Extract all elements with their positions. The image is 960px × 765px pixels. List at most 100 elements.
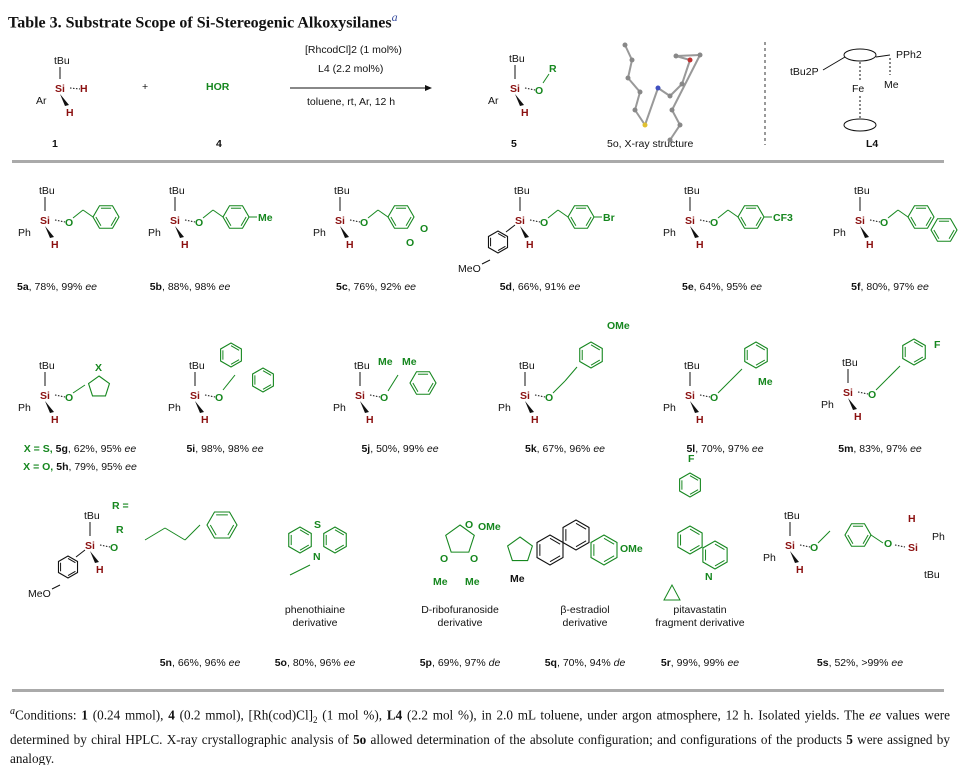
- selectivity-value: 97%: [893, 281, 915, 293]
- selectivity-type: ee: [343, 657, 356, 669]
- silicon-label: Si: [40, 215, 50, 227]
- bond: [689, 475, 699, 481]
- xray-atom: [673, 53, 679, 59]
- compound-id: 5l: [686, 443, 696, 455]
- plus-sign: +: [142, 81, 149, 93]
- yield-value: 62%: [73, 443, 95, 455]
- methyl-label: Me: [884, 79, 899, 91]
- bond: [869, 219, 881, 223]
- silicon-label: Si: [685, 215, 695, 227]
- silicon-label: Si: [855, 215, 865, 227]
- wedge-bond: [848, 398, 857, 410]
- bond: [412, 382, 419, 393]
- selectivity-value: 94%: [589, 657, 611, 669]
- bond: [875, 54, 891, 58]
- benzene-ring: [220, 342, 242, 368]
- footnote-text: values were determined by chiral HPLC. X…: [10, 707, 951, 748]
- compound-caption: 5s, 52%, >99% ee: [816, 657, 904, 669]
- bond: [204, 394, 216, 398]
- bond: [227, 524, 235, 536]
- bond: [575, 540, 587, 548]
- ligand-label: L4: [866, 138, 879, 150]
- bond: [497, 245, 506, 252]
- bond: [547, 209, 559, 219]
- tbu-label: tBu: [854, 185, 870, 197]
- hydrogen-label: H: [51, 414, 59, 426]
- bond: [675, 54, 701, 57]
- wedge-bond: [690, 401, 699, 413]
- bond: [575, 522, 587, 530]
- description-line: derivative: [437, 617, 483, 629]
- bond: [714, 543, 725, 550]
- bond: [627, 59, 633, 79]
- compound-caption: 5d, 66%, 91% ee: [499, 281, 581, 293]
- wedge-bond: [60, 94, 69, 106]
- r-label: R: [549, 63, 557, 75]
- bond: [529, 219, 541, 223]
- bond: [299, 529, 310, 536]
- bond: [755, 216, 762, 227]
- bond: [727, 209, 739, 218]
- tbu-label: tBu: [519, 360, 535, 372]
- bond: [334, 529, 345, 536]
- selectivity-type: de: [488, 657, 501, 669]
- xray-atom: [632, 107, 638, 113]
- selectivity-type: ee: [251, 443, 264, 455]
- tbu-label: tBu: [334, 185, 350, 197]
- tbu-label: tBu: [514, 185, 530, 197]
- bond: [717, 380, 731, 394]
- selectivity-value: >99%: [861, 657, 889, 669]
- oxygen-label: O: [380, 392, 388, 404]
- benzene-ring: [567, 205, 595, 229]
- tbu-label: tBu: [684, 185, 700, 197]
- wedge-bond: [860, 226, 869, 238]
- benzene-ring: [562, 519, 590, 551]
- oxygen-label: O: [65, 217, 73, 229]
- bond: [524, 87, 536, 91]
- aryl-label: Ph: [168, 402, 181, 414]
- wedge-bond: [45, 401, 54, 413]
- bond: [405, 216, 412, 227]
- xray-atom: [642, 122, 648, 128]
- selectivity-type: ee: [917, 281, 929, 293]
- compound-caption: X = O, 5h, 79%, 95% ee: [23, 461, 137, 473]
- bond: [689, 545, 700, 552]
- yield-value: 70%: [562, 657, 584, 669]
- cyclopropyl-ring: [663, 583, 681, 601]
- bond: [534, 394, 546, 398]
- aryl-label: Ph: [498, 402, 511, 414]
- substituent-label: F: [934, 339, 941, 351]
- reagent-label: 4: [216, 138, 222, 150]
- aryl-label: Ph: [833, 227, 846, 239]
- compound-id: 5o: [274, 657, 287, 669]
- bond: [164, 527, 186, 541]
- bond: [54, 394, 66, 398]
- bond: [299, 544, 310, 551]
- tbu-label: tBu: [924, 569, 940, 581]
- footnote-text: L4: [386, 707, 403, 723]
- methyl-label: Me: [510, 573, 525, 585]
- bond: [240, 216, 247, 227]
- oxygen-label: O: [65, 392, 73, 404]
- oxygen-label: O: [710, 392, 718, 404]
- compound-id: 5r: [660, 657, 671, 669]
- bond: [369, 394, 381, 398]
- bottom-rule: [12, 689, 944, 692]
- compound-caption: 5p, 69%, 97% de: [419, 657, 501, 669]
- tbu-label: tBu: [784, 510, 800, 522]
- xray-atom: [677, 122, 683, 128]
- bond: [497, 232, 506, 239]
- wedge-bond: [90, 551, 99, 563]
- bond: [334, 544, 345, 551]
- benzene-ring: [536, 534, 564, 566]
- compound-caption: 5a, 78%, 99% ee: [16, 281, 98, 293]
- wedge-bond: [195, 401, 204, 413]
- compound-id: 5b: [149, 281, 162, 293]
- footnote-text: (0.24 mmol),: [87, 707, 169, 723]
- oxygen-label: O: [440, 553, 448, 565]
- footnote-text: 2: [313, 715, 318, 726]
- oxygen-label: O: [110, 542, 118, 554]
- xray-atom: [697, 52, 703, 58]
- selectivity-type: ee: [727, 657, 740, 669]
- hydrogen-label: H: [696, 414, 704, 426]
